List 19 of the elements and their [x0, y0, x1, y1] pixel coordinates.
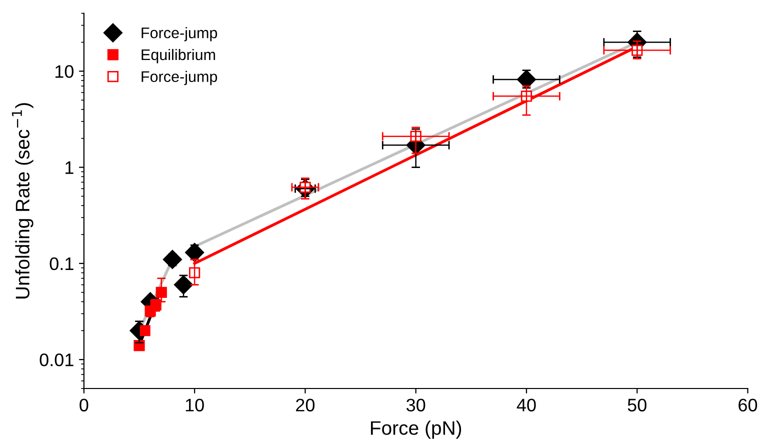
x-tick-label: 50 — [628, 398, 646, 412]
x-axis-title: Force (pN) — [370, 420, 462, 439]
y-tick-label: 10 — [56, 65, 74, 78]
x-tick-label: 10 — [186, 398, 204, 412]
x-tick-label: 0 — [80, 398, 88, 412]
x-tick-label: 40 — [516, 398, 536, 412]
legend-label: Equilibrium — [142, 48, 216, 64]
point — [189, 267, 200, 278]
y-tick-label: 0.1 — [50, 257, 74, 270]
x-tick-label: 20 — [296, 398, 315, 412]
legend-label: Force-jump — [142, 70, 218, 86]
x-tick-label: 30 — [406, 398, 426, 412]
legend-label: Force-jump — [142, 27, 218, 42]
y-axis-title: Unfolding Rate (sec$^{−1}$) — [12, 103, 34, 298]
x-tick-label: 60 — [738, 398, 758, 412]
point — [174, 275, 194, 294]
point — [139, 325, 150, 336]
y-tick-label: 0.01 — [40, 354, 74, 366]
y-tick-label: 1 — [66, 161, 74, 174]
